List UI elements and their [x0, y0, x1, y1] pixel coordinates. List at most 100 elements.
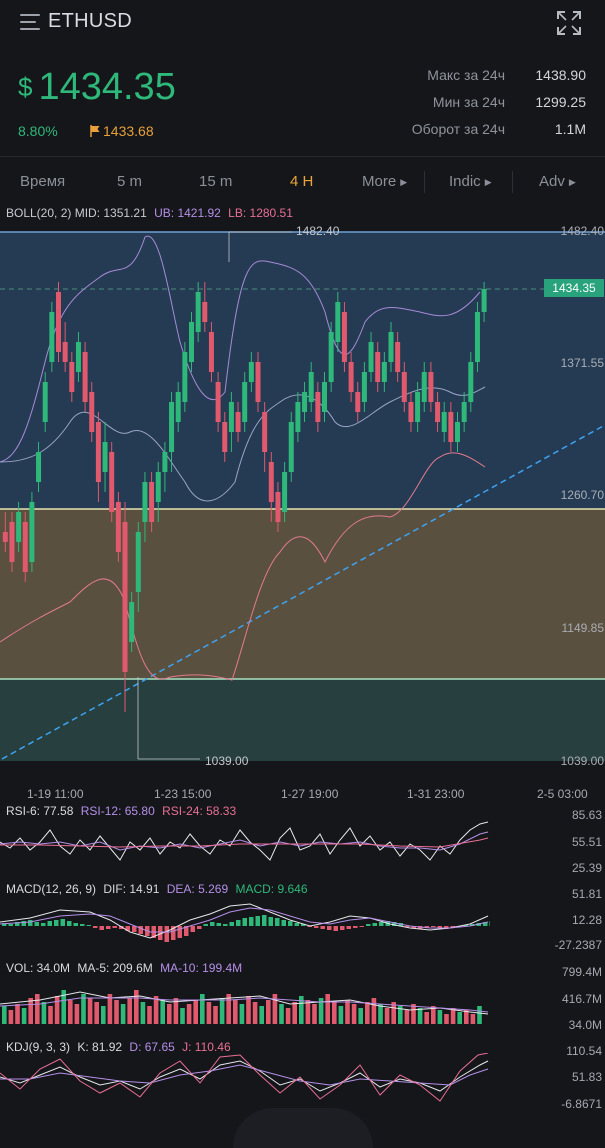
candle-body — [421, 372, 427, 402]
vol-axis-label: 34.0M — [568, 1018, 602, 1032]
symbol-title[interactable]: ETHUSD — [48, 10, 133, 32]
vol-axis-label: 416.7M — [561, 992, 602, 1006]
macd-bar — [223, 924, 228, 926]
home-indicator — [233, 1108, 373, 1148]
volume-bar — [285, 1008, 291, 1024]
volume-bar — [8, 1010, 14, 1024]
volume-bar — [312, 1004, 317, 1024]
kdj-d-line — [0, 1064, 489, 1086]
candle-body — [182, 352, 188, 402]
macd-bar — [346, 926, 351, 929]
main-price-chart[interactable]: 1482.40 1039.00 1482.40 1371.55 1260.70 … — [0, 222, 605, 767]
candle-body — [295, 402, 301, 432]
macd-axis-label: 51.81 — [571, 887, 602, 901]
candlesticks — [2, 282, 487, 712]
macd-bar — [197, 926, 202, 929]
rsi-axis-label: 85.63 — [571, 808, 602, 822]
macd-bar — [158, 926, 163, 940]
caret-right-icon: ▶ — [568, 177, 576, 187]
macd-bar — [184, 926, 189, 936]
macd-bar — [216, 923, 221, 926]
rsi-axis-label: 55.51 — [571, 835, 602, 849]
vol-ma5-line — [0, 991, 489, 1015]
volume-bar — [351, 1004, 357, 1024]
volume-bar — [200, 994, 205, 1024]
candle-body — [195, 292, 201, 332]
tab-4h[interactable]: 4 H — [290, 173, 314, 190]
volume-bar — [345, 1000, 350, 1024]
candle-body — [129, 602, 135, 642]
volume-bar — [470, 1014, 476, 1024]
tab-indicators[interactable]: Indic ▶ — [449, 173, 492, 190]
macd-bar — [249, 917, 254, 926]
volume-bar — [371, 998, 377, 1024]
rsi-legend: RSI-6: 77.58 RSI-12: 65.80 RSI-24: 58.33 — [6, 804, 237, 818]
tab-more[interactable]: More ▶ — [362, 173, 408, 190]
macd-bar — [190, 926, 195, 932]
candle-body — [361, 372, 367, 402]
volume-bar — [140, 1002, 146, 1024]
macd-dif-line — [0, 903, 489, 939]
price-axis-label: 1039.00 — [561, 754, 605, 767]
tab-time[interactable]: Время — [20, 173, 66, 190]
volume-bar — [127, 998, 132, 1024]
zone-upper — [0, 232, 605, 509]
rsi-12-line — [0, 831, 489, 851]
volume-bar — [41, 1002, 47, 1024]
volume-bar — [384, 1008, 390, 1024]
volume-bar — [252, 1002, 258, 1024]
time-axis-label: 2-5 03:00 — [537, 787, 588, 801]
tab-5m[interactable]: 5 m — [117, 173, 143, 190]
macd-bar — [73, 923, 78, 926]
candle-body — [381, 362, 387, 382]
kdj-axis-label: -6.8671 — [561, 1097, 602, 1111]
macd-bar — [463, 925, 468, 926]
flag-icon — [90, 125, 100, 137]
fullscreen-icon[interactable] — [556, 10, 582, 36]
macd-bar — [21, 921, 26, 926]
kdj-axis-label: 110.54 — [566, 1044, 602, 1058]
macd-bar — [138, 926, 143, 934]
volume-bar — [424, 1012, 429, 1024]
volume-bar — [246, 996, 251, 1024]
price-axis-label: 1371.55 — [561, 356, 605, 370]
tab-separator — [424, 171, 425, 193]
candle-body — [448, 412, 454, 442]
volume-bar — [68, 1000, 73, 1024]
volume-bar — [233, 1000, 238, 1024]
candle-body — [262, 412, 268, 452]
macd-bar — [275, 918, 280, 926]
candle-body — [428, 372, 434, 402]
candle-body — [335, 302, 341, 342]
macd-bar — [411, 926, 416, 928]
candle-body — [288, 422, 294, 472]
volume-bar — [54, 996, 60, 1024]
stat-label-turnover: Оборот за 24ч — [411, 121, 505, 137]
volume-bar — [332, 1002, 337, 1024]
candle-body — [36, 452, 42, 482]
divider — [0, 156, 605, 157]
candle-body — [328, 332, 334, 382]
tab-15m[interactable]: 15 m — [199, 173, 233, 190]
price-axis-label: 1149.85 — [562, 621, 605, 635]
candle-body — [49, 312, 55, 362]
volume-bar — [2, 1006, 7, 1024]
macd-bar — [125, 926, 130, 931]
macd-bar — [327, 926, 332, 930]
candle-body — [308, 372, 314, 402]
rsi-24-line — [0, 837, 489, 848]
menu-icon[interactable] — [20, 13, 42, 31]
macd-bar — [203, 924, 208, 926]
candle-body — [368, 342, 374, 372]
macd-bar — [405, 926, 410, 927]
macd-bar — [281, 920, 286, 926]
change-percent: 8.80% — [18, 123, 58, 139]
candle-body — [175, 392, 181, 422]
volume-bar — [213, 1006, 218, 1024]
candle-body — [222, 422, 228, 452]
candle-body — [162, 452, 168, 472]
tab-advanced[interactable]: Adv ▶ — [539, 173, 576, 190]
candle-body — [255, 362, 261, 402]
macd-bar — [359, 926, 364, 927]
macd-bar — [353, 926, 358, 928]
